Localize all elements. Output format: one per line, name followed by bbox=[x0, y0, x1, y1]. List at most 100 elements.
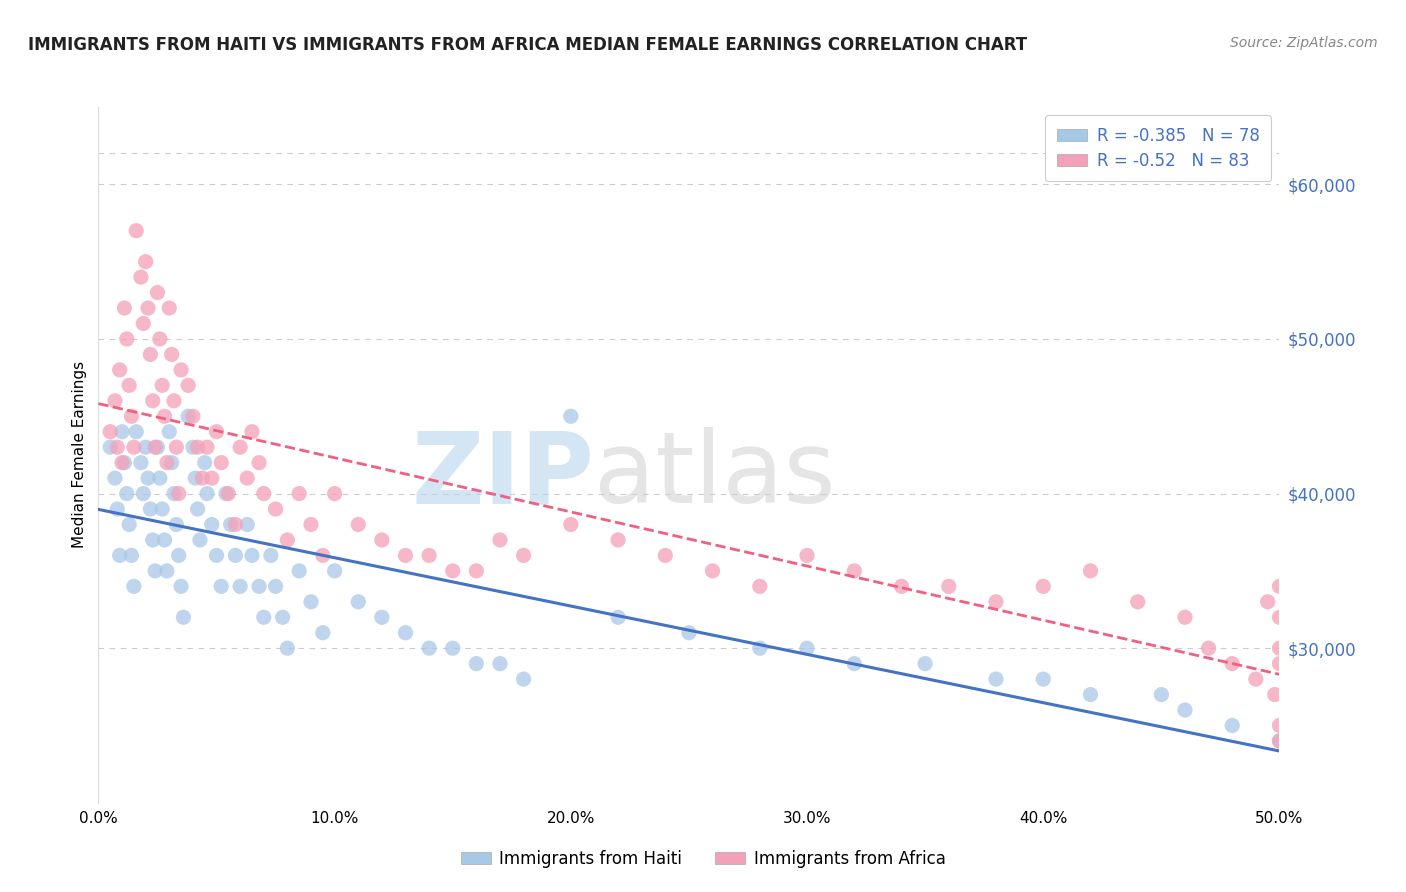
Point bbox=[143, 440, 166, 454]
Text: atlas: atlas bbox=[595, 427, 837, 524]
Point bbox=[1268, 718, 1291, 732]
Point bbox=[139, 502, 162, 516]
Point bbox=[122, 579, 145, 593]
Point bbox=[157, 425, 180, 439]
Point bbox=[260, 549, 283, 563]
Point bbox=[219, 517, 242, 532]
Point bbox=[108, 363, 131, 377]
Point bbox=[194, 456, 217, 470]
Point bbox=[441, 564, 464, 578]
Point bbox=[170, 579, 193, 593]
Point bbox=[201, 471, 224, 485]
Point bbox=[796, 549, 818, 563]
Point bbox=[702, 564, 724, 578]
Point bbox=[938, 579, 960, 593]
Point bbox=[271, 610, 294, 624]
Point bbox=[215, 486, 238, 500]
Point bbox=[150, 378, 173, 392]
Point bbox=[984, 595, 1007, 609]
Point bbox=[150, 502, 173, 516]
Point bbox=[136, 471, 159, 485]
Point bbox=[229, 579, 252, 593]
Point bbox=[209, 456, 232, 470]
Point bbox=[205, 549, 228, 563]
Point bbox=[323, 486, 346, 500]
Point bbox=[142, 393, 165, 408]
Point bbox=[146, 285, 169, 300]
Point bbox=[165, 440, 187, 454]
Point bbox=[1268, 734, 1291, 748]
Point bbox=[489, 533, 512, 547]
Point bbox=[1264, 688, 1286, 702]
Point bbox=[1257, 595, 1279, 609]
Point bbox=[347, 595, 370, 609]
Point bbox=[512, 672, 534, 686]
Point bbox=[115, 332, 138, 346]
Point bbox=[560, 517, 582, 532]
Point bbox=[157, 301, 180, 315]
Point bbox=[323, 564, 346, 578]
Point bbox=[371, 533, 394, 547]
Point bbox=[288, 564, 311, 578]
Point bbox=[844, 657, 866, 671]
Point bbox=[136, 301, 159, 315]
Point bbox=[167, 549, 190, 563]
Point bbox=[1080, 564, 1102, 578]
Point bbox=[236, 517, 259, 532]
Point bbox=[224, 517, 246, 532]
Point bbox=[1220, 657, 1243, 671]
Point bbox=[512, 549, 534, 563]
Point bbox=[240, 549, 263, 563]
Point bbox=[167, 486, 190, 500]
Point bbox=[394, 549, 416, 563]
Point bbox=[418, 549, 440, 563]
Point bbox=[105, 440, 128, 454]
Point bbox=[191, 471, 214, 485]
Point bbox=[115, 486, 138, 500]
Point bbox=[143, 564, 166, 578]
Point bbox=[678, 625, 700, 640]
Point bbox=[1150, 688, 1173, 702]
Point bbox=[276, 641, 298, 656]
Point bbox=[224, 549, 246, 563]
Point bbox=[796, 641, 818, 656]
Point bbox=[253, 486, 276, 500]
Point bbox=[195, 440, 218, 454]
Point bbox=[201, 517, 224, 532]
Point bbox=[209, 579, 232, 593]
Point bbox=[165, 517, 187, 532]
Point bbox=[163, 393, 186, 408]
Point bbox=[465, 564, 488, 578]
Point bbox=[205, 425, 228, 439]
Point bbox=[111, 456, 134, 470]
Point bbox=[118, 378, 141, 392]
Legend: R = -0.385   N = 78, R = -0.52   N = 83: R = -0.385 N = 78, R = -0.52 N = 83 bbox=[1045, 115, 1271, 181]
Point bbox=[1080, 688, 1102, 702]
Point bbox=[149, 332, 172, 346]
Point bbox=[748, 641, 770, 656]
Point bbox=[264, 579, 287, 593]
Point bbox=[104, 471, 127, 485]
Point bbox=[748, 579, 770, 593]
Point bbox=[489, 657, 512, 671]
Point bbox=[125, 425, 148, 439]
Point bbox=[607, 533, 630, 547]
Point bbox=[160, 347, 183, 361]
Point bbox=[187, 440, 209, 454]
Point bbox=[1198, 641, 1220, 656]
Point bbox=[98, 440, 121, 454]
Point bbox=[1268, 657, 1291, 671]
Point bbox=[135, 254, 157, 268]
Point bbox=[146, 440, 169, 454]
Point bbox=[299, 517, 322, 532]
Point bbox=[240, 425, 263, 439]
Point bbox=[160, 456, 183, 470]
Point bbox=[371, 610, 394, 624]
Point bbox=[1244, 672, 1267, 686]
Point bbox=[121, 409, 143, 424]
Point bbox=[347, 517, 370, 532]
Point bbox=[1268, 734, 1291, 748]
Point bbox=[299, 595, 322, 609]
Point bbox=[984, 672, 1007, 686]
Point bbox=[111, 425, 134, 439]
